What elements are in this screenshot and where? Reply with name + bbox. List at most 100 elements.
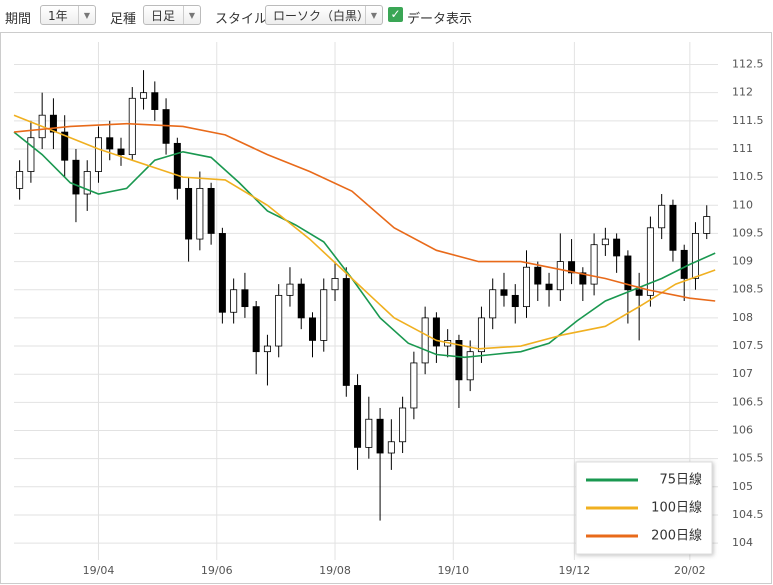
toolbar: 期間 1年 ▼ 足種 日足 ▼ スタイル ローソク（白黒） ▼ ✓ データ表示 xyxy=(0,0,773,32)
candle-body xyxy=(613,238,621,257)
candle-body xyxy=(556,261,564,291)
dropdown-arrow: ▼ xyxy=(78,6,95,24)
candle-body xyxy=(27,137,35,172)
candle-body xyxy=(320,289,328,341)
candle-body xyxy=(590,244,598,285)
candle-body xyxy=(185,187,193,240)
y-tick-label: 107.5 xyxy=(732,339,764,352)
style-label: スタイル xyxy=(215,12,268,27)
style-value: ローソク（白黒） xyxy=(273,9,370,23)
candle-body xyxy=(545,283,553,291)
y-tick-label: 105 xyxy=(732,480,753,493)
candle-body xyxy=(230,289,238,313)
x-tick-label: 19/10 xyxy=(437,564,469,577)
candle-body xyxy=(703,216,711,234)
candle-body xyxy=(387,441,395,454)
y-tick-label: 110.5 xyxy=(732,170,764,183)
y-tick-label: 109.5 xyxy=(732,226,764,239)
y-tick-label: 106 xyxy=(732,424,753,437)
candle-body xyxy=(331,278,339,291)
candle-body xyxy=(635,289,643,296)
y-tick-label: 108 xyxy=(732,311,753,324)
y-tick-label: 112 xyxy=(732,86,753,99)
candle-body xyxy=(263,345,271,353)
candle-body xyxy=(342,278,350,386)
legend-label: 100日線 xyxy=(651,500,702,516)
period-value: 1年 xyxy=(48,9,68,23)
candle-body xyxy=(72,159,80,195)
candle-body xyxy=(151,92,159,110)
y-tick-label: 108.5 xyxy=(732,283,764,296)
period-label: 期間 xyxy=(5,12,32,27)
x-tick-label: 19/06 xyxy=(201,564,233,577)
candle-body xyxy=(534,266,542,285)
candle-body xyxy=(669,204,677,251)
candle-body xyxy=(140,92,148,99)
moving-average-line xyxy=(13,131,716,359)
candle-body xyxy=(410,362,418,409)
candle-body xyxy=(500,289,508,296)
candle-body xyxy=(128,97,136,156)
y-tick-label: 112.5 xyxy=(732,58,764,71)
x-tick-label: 19/08 xyxy=(319,564,351,577)
candle-body xyxy=(477,317,485,353)
candle-body xyxy=(83,171,91,195)
y-tick-label: 110 xyxy=(732,198,753,211)
bar-type-dropdown[interactable]: 日足 ▼ xyxy=(143,5,201,25)
legend: 75日線 100日線 200日線 xyxy=(575,461,713,555)
candle-body xyxy=(241,289,249,308)
data-display-label: データ表示 xyxy=(407,12,473,27)
candle-body xyxy=(286,283,294,296)
candle-body xyxy=(365,418,373,448)
chart: 104 104.5 105 105.5 106 106.5 107 107.5 108 108.5… xyxy=(0,32,772,584)
candle-body xyxy=(173,142,181,189)
data-display-checkbox[interactable]: ✓ xyxy=(388,7,403,22)
legend-label: 75日線 xyxy=(659,472,702,488)
candle-body xyxy=(376,418,384,454)
y-tick-label: 107 xyxy=(732,367,753,380)
x-tick-label: 20/02 xyxy=(674,564,706,577)
candle-body xyxy=(680,249,688,279)
candle-body xyxy=(579,272,587,285)
y-tick-label: 104 xyxy=(732,536,753,549)
candle-body xyxy=(106,137,114,150)
moving-average-line xyxy=(13,114,716,350)
candle-body xyxy=(196,187,204,240)
candle-body xyxy=(658,204,666,229)
candle-body xyxy=(94,137,102,172)
candle-body xyxy=(646,227,654,296)
y-tick-label: 104.5 xyxy=(732,508,764,521)
candle-body xyxy=(308,317,316,341)
candle-body xyxy=(466,351,474,381)
x-tick-label: 19/04 xyxy=(83,564,115,577)
candle-body xyxy=(421,317,429,364)
candle-body xyxy=(691,233,699,279)
candle-body xyxy=(117,148,125,156)
dropdown-arrow: ▼ xyxy=(183,6,200,24)
x-tick-label: 19/12 xyxy=(559,564,591,577)
candle-body xyxy=(16,171,24,189)
candle-body xyxy=(523,266,531,308)
candle-body xyxy=(207,187,215,234)
bar-type-value: 日足 xyxy=(151,9,176,23)
y-tick-label: 106.5 xyxy=(732,395,764,408)
candle-body xyxy=(601,238,609,246)
candle-body xyxy=(354,385,362,448)
candle-body xyxy=(399,407,407,443)
bar-type-label: 足種 xyxy=(110,12,137,27)
candle-body xyxy=(511,294,519,308)
y-tick-label: 109 xyxy=(732,255,753,268)
candle-body xyxy=(61,131,69,161)
moving-average-line xyxy=(13,122,716,302)
candle-body xyxy=(432,317,440,347)
period-dropdown[interactable]: 1年 ▼ xyxy=(40,5,96,25)
y-tick-label: 105.5 xyxy=(732,452,764,465)
candle-body xyxy=(624,255,632,291)
candle-body xyxy=(568,261,576,274)
candle-body xyxy=(252,306,260,353)
style-dropdown[interactable]: ローソク（白黒） ▼ xyxy=(265,5,383,25)
candle-body xyxy=(489,289,497,319)
candle-body xyxy=(455,340,463,381)
legend-label: 200日線 xyxy=(651,528,702,544)
